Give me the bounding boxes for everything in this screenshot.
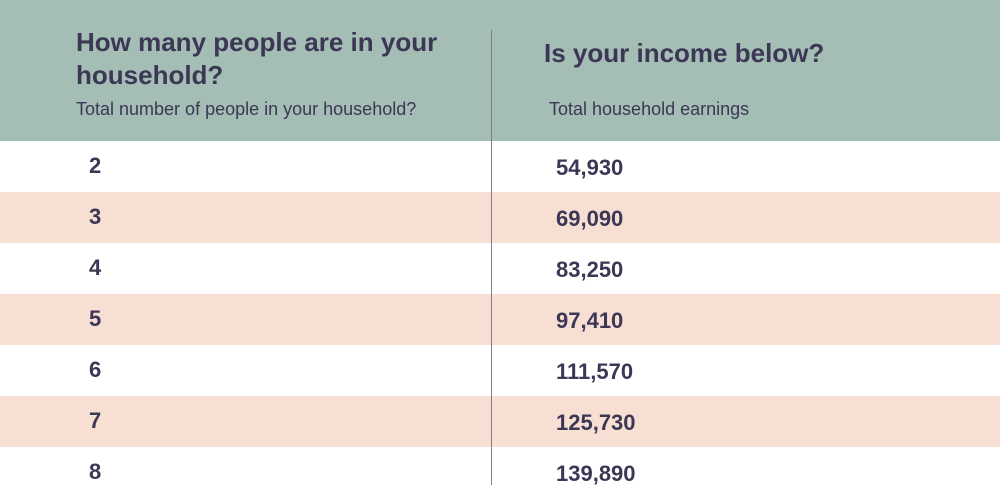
- household-size-cell: 4: [89, 255, 102, 280]
- household-size-cell: 6: [89, 357, 102, 382]
- income-limit-cell: 54,930: [556, 155, 624, 180]
- household-size-cell: 5: [89, 306, 102, 331]
- income-limit-cell: 111,570: [556, 359, 634, 384]
- household-size-cell: 2: [89, 153, 102, 178]
- income-subheading: Total household earnings: [549, 99, 750, 119]
- income-limit-cell: 125,730: [556, 410, 636, 435]
- column-divider: [491, 30, 492, 485]
- table-row: 6 111,570: [0, 345, 1000, 396]
- table-row: 3 69,090: [0, 192, 1000, 243]
- table-row: 7 125,730: [0, 396, 1000, 447]
- table-row: 5 97,410: [0, 294, 1000, 345]
- household-size-subheading: Total number of people in your household…: [76, 99, 417, 119]
- household-size-heading: How many people are in your household?: [76, 27, 438, 90]
- household-size-cell: 3: [89, 204, 102, 229]
- table-header: How many people are in your household? T…: [0, 0, 1000, 141]
- income-limit-cell: 83,250: [556, 257, 624, 282]
- income-limit-cell: 139,890: [556, 461, 636, 486]
- table-row: 4 83,250: [0, 243, 1000, 294]
- table-row: 2 54,930: [0, 141, 1000, 192]
- income-heading: Is your income below?: [544, 38, 825, 68]
- income-limit-cell: 69,090: [556, 206, 624, 231]
- income-limit-cell: 97,410: [556, 308, 624, 333]
- table-row: 8 139,890: [0, 447, 1000, 498]
- income-table-body: 2 54,930 3 69,090 4 83,250 5 97,410 6 11…: [0, 141, 1000, 498]
- household-size-cell: 7: [89, 408, 102, 433]
- household-size-cell: 8: [89, 459, 102, 484]
